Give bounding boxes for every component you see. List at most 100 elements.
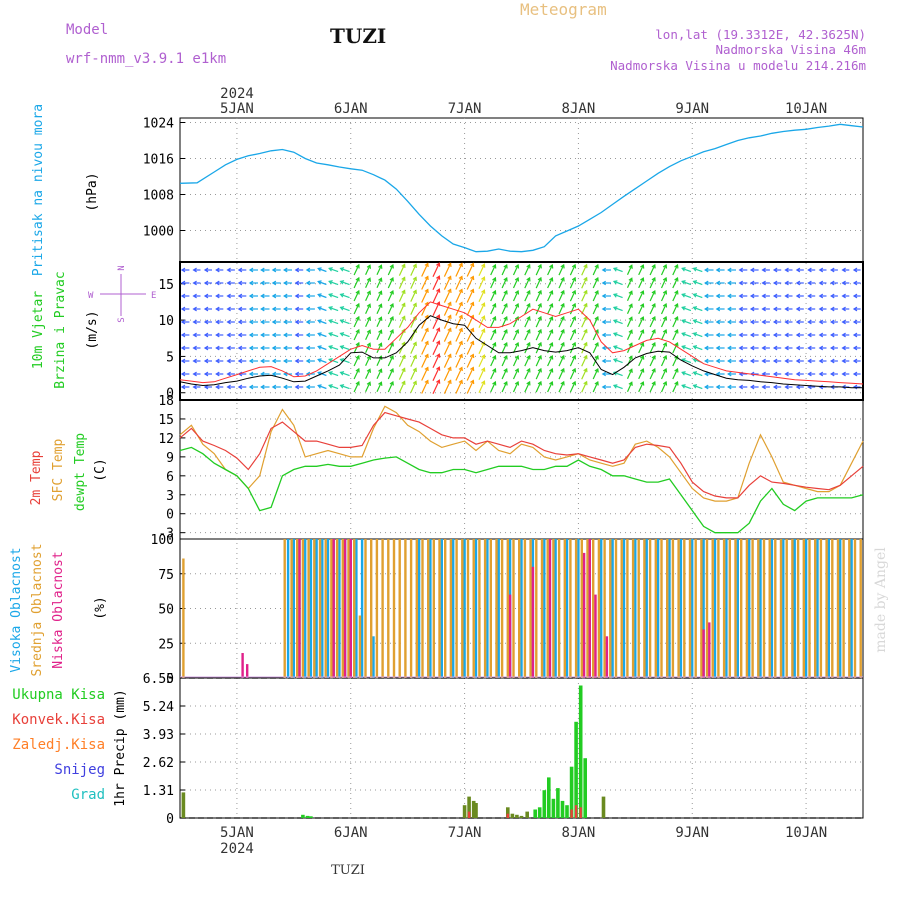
wind-arrow-head	[830, 371, 835, 377]
temp-label-2: SFC Temp	[51, 439, 66, 502]
wind-arrow-head	[738, 267, 744, 273]
total-precip-bar	[574, 721, 578, 818]
wind-arrow-head	[481, 380, 486, 385]
mid-cloud-bar	[631, 539, 635, 678]
wind-arrow-head	[305, 371, 311, 377]
wind-arrow-head	[237, 267, 243, 273]
model-elevation-text: Nadmorska Visina u modelu 214.216m	[610, 58, 866, 73]
wind-arrow-head	[612, 345, 618, 350]
bottom-day-label: 10JAN	[785, 825, 827, 841]
wind-arrow-head	[248, 319, 254, 325]
wind-arrow-head	[226, 384, 231, 390]
wind-arrow	[365, 382, 371, 392]
wind-arrow	[421, 289, 429, 303]
wind-arrow	[478, 289, 485, 303]
wind-arrow-head	[389, 380, 394, 386]
bottom-day-label: 8JAN	[562, 825, 596, 841]
wind-arrow-head	[841, 371, 846, 377]
footer-station: TUZI	[331, 863, 365, 878]
wind-arrow	[455, 367, 463, 381]
mid-cloud-bar	[552, 539, 555, 678]
wind-arrow-head	[355, 328, 360, 334]
wind-arrow-head	[852, 319, 858, 325]
wind-arrow-head	[784, 306, 789, 312]
wind-arrow	[592, 316, 599, 328]
mid-cloud-bar	[597, 539, 601, 678]
high-cloud-bar	[463, 539, 466, 678]
total-precip-bar	[467, 796, 471, 818]
wind-arrow	[490, 303, 496, 315]
wind-arrow-head	[795, 267, 801, 273]
wind-arrow-head	[715, 358, 721, 364]
wind-arrow-head	[503, 341, 508, 347]
wind-arrow	[376, 291, 382, 301]
bottom-day-label: 6JAN	[334, 825, 368, 841]
mid-cloud-bar	[853, 539, 857, 678]
mid-cloud-bar	[586, 539, 589, 678]
wind-arrow-head	[215, 319, 220, 325]
wind-arrow	[421, 263, 429, 277]
wind-arrow-head	[628, 316, 633, 321]
wind-arrow-head	[715, 280, 721, 286]
high-cloud-bar	[645, 539, 648, 678]
mid-cloud-bar	[836, 539, 840, 678]
wind-arrow-head	[412, 354, 417, 359]
wind-arrow-head	[772, 332, 778, 338]
wind-arrow-head	[328, 306, 333, 311]
high-cloud-bar	[429, 539, 432, 678]
wind-arrow	[512, 368, 519, 380]
wind-arrow-head	[470, 301, 475, 307]
wind-arrow-head	[526, 289, 531, 295]
y-tick-label: 10	[158, 314, 174, 329]
temp-label-1: 2m Temp	[29, 450, 44, 505]
wind-arrow-head	[594, 302, 599, 308]
wind-arrow-head	[662, 380, 668, 386]
wind-arrow-head	[674, 302, 679, 308]
wind-arrow-head	[852, 267, 858, 273]
wind-arrow	[558, 329, 565, 341]
wind-arrow-head	[807, 345, 812, 351]
wind-arrow	[432, 379, 440, 395]
wind-arrow-head	[549, 328, 554, 334]
wind-arrow-head	[294, 319, 300, 325]
wind-arrow-head	[594, 263, 599, 269]
y-tick-label: 6	[166, 470, 174, 485]
wind-arrow	[672, 368, 679, 380]
wind-arrow-head	[458, 301, 463, 307]
wind-arrow-head	[305, 332, 311, 338]
wind-arrow	[466, 354, 474, 368]
wind-arrow-head	[830, 345, 835, 351]
wind-arrow-head	[761, 332, 766, 338]
wind-arrow-head	[492, 380, 497, 386]
mid-cloud-bar	[518, 539, 521, 678]
wind-arrow-head	[389, 328, 394, 334]
wind-arrow-head	[601, 332, 607, 338]
mid-cloud-bar	[643, 539, 646, 678]
wind-arrow	[365, 265, 371, 275]
wind-arrow	[328, 319, 339, 325]
wind-arrow-head	[317, 306, 322, 311]
wind-arrow	[410, 355, 417, 367]
wind-arrow-head	[514, 315, 520, 321]
wind-arrow-head	[628, 355, 633, 360]
wind-arrow-head	[203, 371, 209, 377]
wind-arrow-head	[180, 384, 186, 390]
wind-arrow-head	[749, 293, 755, 299]
wind-arrow-head	[271, 371, 277, 377]
wind-arrow	[410, 381, 417, 393]
wind-arrow	[328, 345, 339, 351]
wind-arrow-head	[481, 354, 486, 359]
mid-cloud-bar	[438, 539, 441, 678]
wind-arrow	[512, 342, 519, 354]
mid-cloud-bar	[358, 615, 362, 678]
wind-arrow-head	[784, 384, 789, 390]
wind-arrow	[524, 342, 531, 354]
wind-arrow	[317, 345, 327, 351]
wind-arrow-head	[549, 302, 554, 308]
mid-cloud-bar	[626, 539, 629, 678]
wind-arrow	[340, 371, 350, 377]
wind-arrow	[613, 384, 623, 390]
mid-cloud-bar	[398, 539, 401, 678]
wind-arrow-head	[305, 319, 311, 325]
wind-arrow-head	[761, 319, 766, 325]
